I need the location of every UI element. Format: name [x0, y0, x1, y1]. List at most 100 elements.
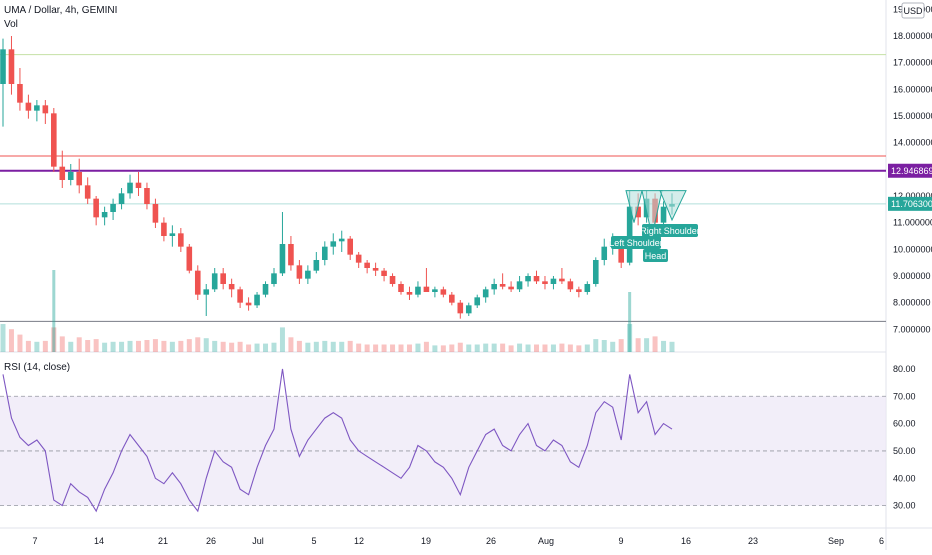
- candle-body: [406, 292, 413, 295]
- candle-body: [389, 276, 396, 284]
- volume-bar: [34, 341, 40, 352]
- volume-bar: [584, 344, 590, 352]
- candle-body: [457, 302, 464, 314]
- volume-bar: [661, 340, 667, 352]
- volume-bar: [212, 340, 218, 352]
- volume-bar: [161, 340, 167, 352]
- candle-body: [161, 222, 167, 236]
- volume-label: Vol: [4, 19, 18, 30]
- volume-bar: [110, 341, 116, 352]
- pattern-triangle: [625, 190, 643, 223]
- candle-body: [465, 305, 472, 314]
- candle-body: [144, 188, 150, 204]
- price-tick-label: 7.000000: [893, 324, 931, 334]
- rsi-tick-label: 80.00: [893, 364, 916, 374]
- volume-bar: [93, 339, 99, 352]
- volume-bar: [601, 340, 607, 352]
- time-tick-label: 16: [681, 536, 691, 546]
- volume-bar: [517, 343, 523, 352]
- pattern-label: Left Shoulder: [609, 238, 663, 248]
- volume-bar: [432, 345, 438, 352]
- price-tick-label: 8.000000: [893, 298, 931, 308]
- candle-body: [262, 284, 269, 295]
- volume-bar: [347, 340, 353, 352]
- time-tick-label: 26: [486, 536, 496, 546]
- volume-bar: [474, 344, 480, 352]
- candle-body: [355, 254, 362, 263]
- candlestick-series: [0, 36, 675, 319]
- volume-bar: [652, 336, 658, 352]
- volume-bar: [449, 344, 455, 352]
- time-tick-label: Aug: [538, 536, 554, 546]
- candle-body: [525, 276, 531, 282]
- volume-bar: [25, 340, 31, 352]
- candle-body: [59, 166, 66, 180]
- volume-bar: [483, 343, 489, 352]
- pattern-label-box: [643, 249, 668, 262]
- candle-body: [279, 244, 286, 274]
- pattern-label-box: [611, 236, 661, 249]
- volume-bar: [246, 344, 252, 352]
- volume-bar: [500, 343, 506, 352]
- volume-bar: [288, 337, 294, 352]
- currency-badge-box[interactable]: [901, 2, 925, 19]
- volume-bar: [203, 338, 209, 352]
- volume-bar: [534, 344, 540, 352]
- volume-spike: [52, 270, 56, 352]
- time-tick-label: 9: [618, 536, 623, 546]
- candle-body: [559, 278, 565, 282]
- volume-bar: [364, 344, 370, 352]
- volume-bar: [627, 324, 633, 352]
- time-tick-label: 26: [206, 536, 216, 546]
- volume-bar: [610, 341, 616, 352]
- price-tick-label: 16.000000: [893, 84, 932, 94]
- volume-bar: [593, 339, 599, 352]
- currency-badge[interactable]: USD: [901, 2, 925, 19]
- rsi-tick-label: 40.00: [893, 473, 916, 483]
- volume-bar: [144, 340, 150, 352]
- price-tick-label: 15.000000: [893, 111, 932, 121]
- volume-bar: [119, 341, 125, 352]
- volume-bar: [135, 340, 141, 352]
- volume-bars: [0, 270, 675, 352]
- volume-bar: [644, 338, 650, 352]
- candle-body: [482, 289, 489, 298]
- volume-spike: [628, 292, 632, 352]
- horizontal-levels[interactable]: [0, 54, 886, 322]
- volume-bar: [313, 341, 319, 352]
- pattern-label: Right Shoulder: [640, 226, 700, 236]
- volume-bar: [491, 343, 497, 352]
- volume-bar: [68, 341, 74, 352]
- candle-body: [584, 284, 591, 292]
- volume-bar: [152, 339, 158, 352]
- volume-bar: [381, 344, 387, 352]
- volume-bar: [76, 337, 82, 352]
- volume-bar: [373, 344, 379, 352]
- candle-body: [313, 260, 320, 271]
- price-badge: [888, 196, 932, 211]
- candle-body: [364, 262, 370, 268]
- candle-body: [110, 204, 116, 212]
- price-tick-label: 9.000000: [893, 271, 931, 281]
- candle-body: [101, 212, 108, 218]
- volume-bar: [415, 343, 421, 352]
- candle-body: [550, 278, 557, 284]
- volume-bar: [423, 341, 429, 352]
- pattern-triangle: [641, 190, 663, 237]
- volume-bar: [330, 341, 336, 352]
- head-shoulders-pattern[interactable]: Left Shoulder Head Right Shoulder: [609, 190, 700, 262]
- volume-bar: [169, 341, 175, 352]
- candle-body: [423, 286, 430, 292]
- candle-body: [347, 238, 354, 255]
- candle-body: [271, 273, 277, 284]
- volume-bar: [576, 345, 582, 352]
- volume-bar: [550, 344, 556, 352]
- candle-body: [508, 286, 514, 290]
- candle-body: [440, 289, 447, 295]
- axes-layer: 7.000000 8.000000 9.000000 10.000000 11.0000…: [32, 4, 932, 546]
- candle-body: [51, 113, 57, 167]
- price-tick-label: 18.000000: [893, 31, 932, 41]
- rsi-label: RSI (14, close): [4, 362, 70, 373]
- candle-body: [67, 172, 74, 180]
